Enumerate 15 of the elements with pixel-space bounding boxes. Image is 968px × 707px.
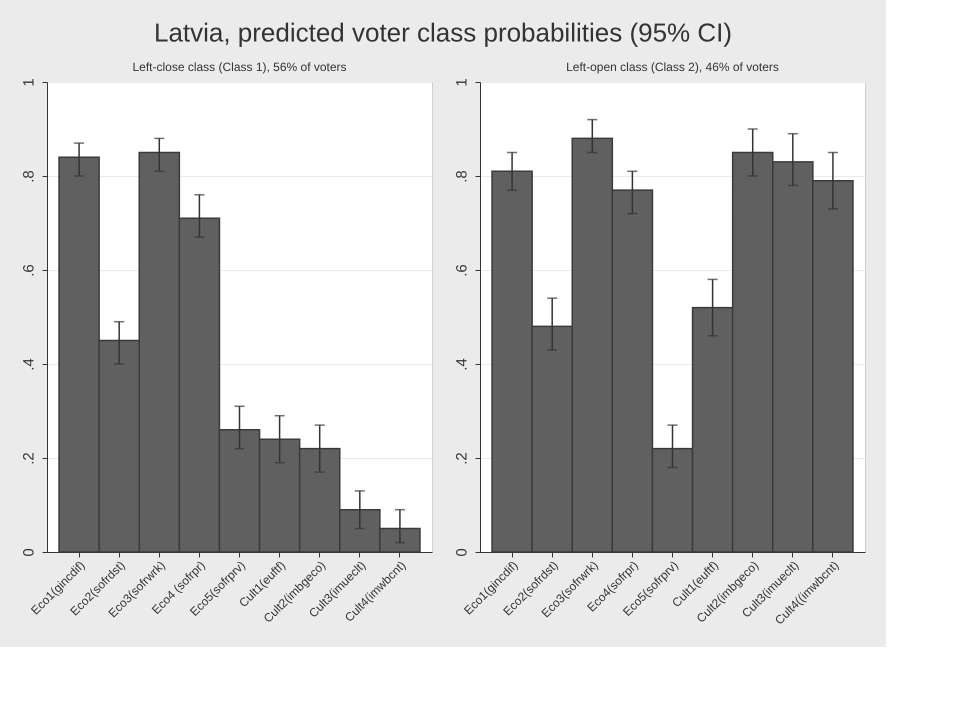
y-tick-label: .8 <box>20 170 38 183</box>
y-tick-label: .6 <box>454 264 470 277</box>
y-tick-label: 1 <box>454 78 470 87</box>
chart-subtitle: Left-close class (Class 1), 56% of voters <box>132 60 347 74</box>
y-tick-label: .4 <box>20 358 38 371</box>
chart-title: Latvia, predicted voter class probabilities (95% CI) <box>154 17 732 48</box>
y-tick-label: .2 <box>454 452 470 465</box>
y-tick-label: 0 <box>20 548 38 557</box>
y-tick-label: .2 <box>20 452 38 465</box>
y-tick-label: .4 <box>454 358 470 371</box>
y-tick-label: .6 <box>20 264 38 277</box>
y-tick-label: 1 <box>20 78 38 87</box>
y-tick-label: .8 <box>454 170 470 183</box>
chart-subtitle: Left-open class (Class 2), 46% of voters <box>566 60 779 74</box>
y-tick-label: 0 <box>454 548 470 557</box>
